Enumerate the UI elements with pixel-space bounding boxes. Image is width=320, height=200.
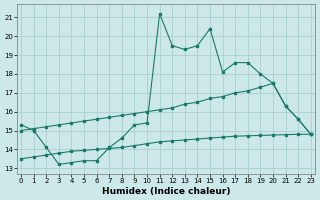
X-axis label: Humidex (Indice chaleur): Humidex (Indice chaleur) [102, 187, 230, 196]
